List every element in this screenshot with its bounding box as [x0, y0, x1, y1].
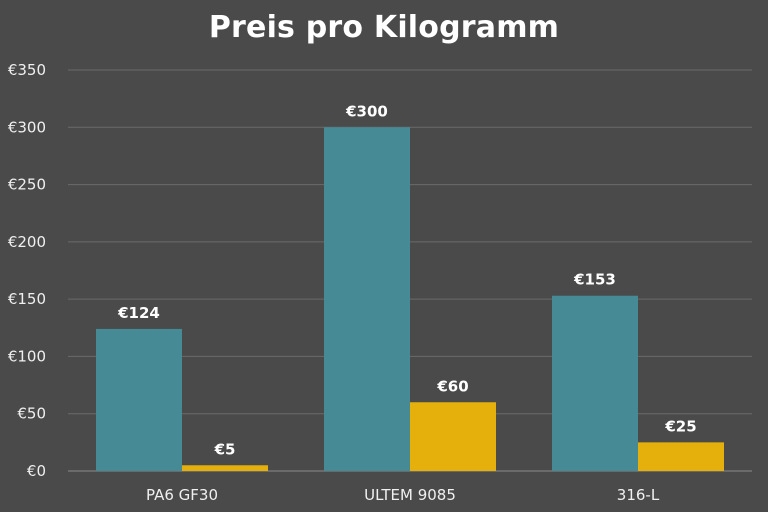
bar-value-label: €300 — [345, 102, 388, 120]
bar-value-label: €25 — [664, 417, 696, 435]
labels: €0 €50 €100 €150 €200 €250 €300 €350 €124 €5 PA6 G… — [8, 61, 697, 504]
y-tick-label: €250 — [8, 176, 46, 194]
bar-value-label: €5 — [214, 440, 236, 458]
bar-teal — [96, 328, 182, 471]
y-tick-label: €150 — [8, 290, 46, 308]
x-category-label: ULTEM 9085 — [364, 486, 456, 504]
y-tick-label: €0 — [27, 462, 46, 480]
x-category-label: 316-L — [617, 486, 660, 504]
bar-value-label: €124 — [117, 304, 160, 322]
bar-yellow — [638, 442, 724, 471]
bar-value-label: €60 — [436, 377, 468, 395]
bar-value-label: €153 — [573, 271, 616, 289]
y-tick-label: €200 — [8, 233, 46, 251]
bar-yellow — [182, 465, 268, 471]
y-tick-label: €350 — [8, 61, 46, 79]
y-tick-label: €100 — [8, 347, 46, 365]
bar-yellow — [410, 402, 496, 471]
bars — [96, 127, 724, 472]
bar-teal — [552, 295, 638, 471]
y-tick-label: €300 — [8, 118, 46, 136]
bar-teal — [324, 127, 410, 472]
chart-title: Preis pro Kilogramm — [208, 10, 560, 45]
x-category-label: PA6 GF30 — [146, 486, 218, 504]
y-tick-label: €50 — [17, 405, 46, 423]
